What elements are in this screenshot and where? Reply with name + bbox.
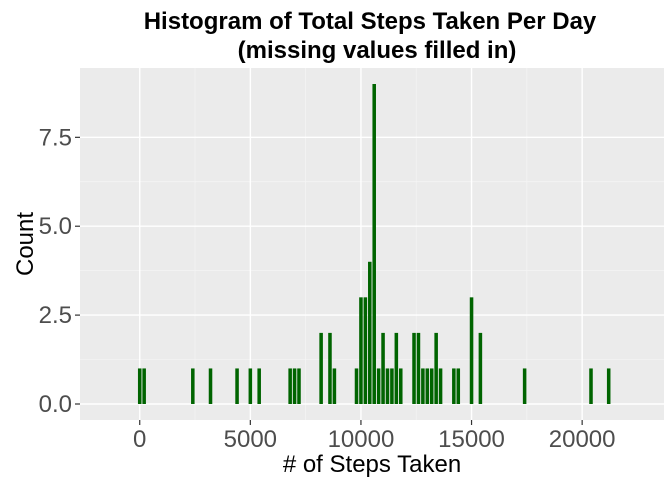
x-tick-label: 5000 [224,426,277,453]
histogram-bar [248,368,253,404]
histogram-bar [332,368,337,404]
histogram-bar [354,368,359,404]
histogram-bar [416,332,421,404]
histogram-bar [208,368,213,404]
histogram-bar [257,368,261,404]
histogram-bar [368,261,372,404]
histogram-bar [390,368,394,404]
histogram-bar [398,368,403,404]
histogram-bar [191,368,195,404]
histogram-bar [394,332,399,404]
histogram-bar [137,368,142,404]
histogram-bar [372,84,376,404]
histogram-bar [319,332,323,404]
histogram-bar [412,332,416,404]
y-tick-label: 7.5 [39,124,72,151]
histogram-bar [421,368,425,404]
histogram-bar [385,368,390,404]
chart-subtitle: (missing values filled in) [238,37,517,64]
histogram-bar [376,368,381,404]
plot-panel [80,68,664,420]
histogram-bar [359,297,363,404]
histogram-bar [434,332,438,404]
y-tick-label: 0.0 [39,391,72,418]
y-axis-title: Count [12,212,39,276]
histogram-bars [137,84,611,404]
histogram-bar [297,368,301,404]
histogram-bar [328,332,332,404]
x-tick-label: 20000 [549,426,616,453]
histogram-bar [288,368,292,404]
axes: 0 5000 10000 15000 20000 0.0 2.5 5.0 7.5 [39,124,616,453]
histogram-bar [456,368,461,404]
histogram-bar [606,368,611,404]
y-tick-label: 2.5 [39,302,72,329]
chart-title: Histogram of Total Steps Taken Per Day [144,8,597,35]
histogram-bar [363,297,368,404]
histogram-bar [381,332,385,404]
x-axis-title: # of Steps Taken [283,451,461,478]
x-tick-label: 15000 [438,426,505,453]
y-tick-label: 5.0 [39,213,72,240]
x-tick-label: 10000 [328,426,395,453]
histogram-bar [452,368,456,404]
histogram-bar [429,368,434,404]
histogram-bar [425,368,430,404]
histogram-bar [292,368,297,404]
histogram-bar [235,368,239,404]
grid-lines [80,68,664,420]
histogram-bar [589,368,593,404]
histogram-bar [142,368,146,404]
x-tick-label: 0 [133,426,146,453]
histogram-bar [438,368,443,404]
histogram-bar [478,332,483,404]
histogram-bar [522,368,527,404]
histogram-bar [469,297,474,404]
